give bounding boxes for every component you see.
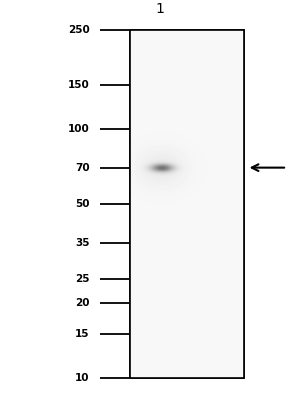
Text: 250: 250: [68, 25, 90, 35]
Bar: [130, 30, 244, 378]
Text: 50: 50: [75, 199, 90, 209]
Text: 10: 10: [75, 373, 90, 383]
Text: 150: 150: [68, 80, 90, 90]
Text: 100: 100: [68, 124, 90, 134]
Text: 1: 1: [155, 2, 164, 16]
Text: 25: 25: [75, 274, 90, 284]
Text: 15: 15: [75, 329, 90, 339]
Bar: [130, 30, 244, 378]
Text: 70: 70: [75, 163, 90, 173]
Text: 20: 20: [75, 298, 90, 308]
Text: 35: 35: [75, 238, 90, 248]
